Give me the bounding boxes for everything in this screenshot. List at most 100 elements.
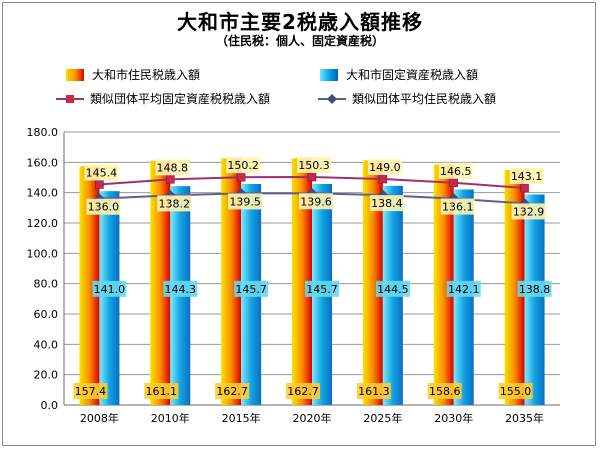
data-label-similar-fixed: 146.5 [440,165,472,178]
x-tick-label: 2035年 [505,411,544,425]
data-label-similar-resident-bg [228,193,263,210]
data-label-resident-tax: 161.1 [146,385,178,398]
data-label-fixed-asset-tax: 144.5 [377,283,409,296]
data-label-similar-resident: 136.1 [442,201,474,214]
data-label-resident-tax-bg [144,383,179,399]
data-label-similar-fixed-bg [367,159,402,176]
similar-fixed-point [236,172,246,182]
data-label-fixed-asset-tax: 145.7 [235,283,267,296]
legend-similar-fixed-line-label: 類似団体平均固定資産税税歳入額 [90,92,271,106]
y-tick-label: 40.0 [34,338,59,351]
y-tick-label: 120.0 [27,217,59,230]
legend-similar-fixed-line-swatch [56,94,84,103]
legend-fixed-bar: 大和市固定資産税歳入額 [320,66,478,83]
data-label-similar-fixed-bg [155,159,190,176]
similar-fixed-point [95,180,104,189]
data-label-fixed-asset-tax-bg [446,280,481,297]
data-label-similar-fixed-bg [84,164,119,181]
bar-fixed-asset-tax [99,191,120,405]
data-label-similar-fixed: 150.3 [298,159,330,172]
data-label-similar-resident-bg [299,193,333,210]
legend-resident-bar-label: 大和市住民税歳入額 [92,68,201,82]
y-tick-label: 160.0 [27,156,59,169]
data-label-similar-resident-bg [157,195,192,212]
data-label-similar-resident: 138.4 [371,197,403,210]
data-label-fixed-asset-tax-bg [163,280,198,297]
data-label-fixed-asset-tax-bg [234,280,269,297]
data-label-resident-tax: 162.7 [287,385,319,398]
y-tick-label: 0.0 [41,399,59,412]
x-tick-label: 2025年 [363,411,402,425]
legend-similar-resident-line: 類似団体平均住民税歳入額 [318,90,496,107]
chart-title: 大和市主要2税歳入額推移 [177,10,423,34]
bar-resident-tax [504,169,525,405]
bar-resident-tax [292,158,312,405]
data-label-fixed-asset-tax: 144.3 [165,283,197,296]
y-tick-label: 100.0 [27,247,59,260]
data-label-similar-resident: 138.2 [159,197,191,210]
data-label-similar-fixed: 145.4 [86,166,118,179]
data-label-resident-tax: 155.0 [500,385,532,398]
data-label-similar-resident: 139.5 [229,195,261,208]
bar-resident-tax [433,164,454,405]
data-label-similar-resident-bg [511,203,546,220]
legend-resident-bar: 大和市住民税歳入額 [66,66,200,83]
data-label-resident-tax-bg [498,383,533,399]
bar-resident-tax [150,160,171,405]
data-label-similar-resident: 139.6 [300,195,332,208]
y-tick-label: 140.0 [27,187,59,200]
data-label-similar-resident: 132.9 [513,205,545,218]
data-label-resident-tax-bg [73,383,108,399]
data-label-fixed-asset-tax: 145.7 [306,283,338,296]
data-label-similar-fixed: 150.2 [227,159,259,172]
data-label-resident-tax-bg [356,383,391,399]
data-label-similar-resident-bg [86,198,121,215]
data-label-fixed-asset-tax-bg [375,280,410,297]
bar-fixed-asset-tax [453,189,474,405]
data-label-fixed-asset-tax-bg [517,280,552,297]
x-tick-label: 2008年 [80,411,119,425]
data-label-similar-resident-bg [369,195,404,212]
data-label-resident-tax-bg [215,383,250,399]
x-tick-label: 2015年 [222,411,261,425]
y-tick-label: 20.0 [34,369,59,382]
legend-fixed-bar-label: 大和市固定資産税歳入額 [346,68,479,82]
data-label-similar-fixed: 148.8 [157,161,189,174]
data-label-fixed-asset-tax-bg [305,280,339,297]
data-label-similar-resident-bg [440,198,475,215]
data-label-fixed-asset-tax: 142.1 [448,283,480,296]
bar-fixed-asset-tax [524,194,545,405]
data-label-resident-tax: 158.6 [429,385,461,398]
legend-similar-resident-line-label: 類似団体平均住民税歳入額 [352,92,497,106]
similar-fixed-point [307,172,317,182]
data-label-similar-fixed: 143.1 [511,170,543,183]
y-tick-label: 60.0 [34,308,59,321]
similar-fixed-point [378,174,388,184]
legend-similar-fixed-line: 類似団体平均固定資産税税歳入額 [56,90,270,107]
legend-similar-resident-line-swatch [318,93,346,104]
data-label-similar-fixed-bg [438,162,473,179]
similar-fixed-point [166,175,175,184]
bar-resident-tax [362,160,383,405]
legend-fixed-bar-swatch [320,68,338,81]
data-label-similar-fixed-bg [297,157,331,174]
similar-fixed-point [449,178,458,188]
data-label-similar-fixed-bg [509,167,544,184]
data-label-resident-tax: 162.7 [216,385,248,398]
data-label-resident-tax-bg [286,383,320,399]
data-label-similar-fixed-bg [226,157,261,174]
data-label-resident-tax: 157.4 [75,385,107,398]
data-label-resident-tax-bg [427,383,462,399]
data-label-fixed-asset-tax-bg [92,280,127,297]
chart-subtitle: （住民税：個人、固定資産税） [215,34,384,48]
x-tick-label: 2010年 [151,411,190,425]
data-label-similar-resident: 136.0 [88,201,120,214]
data-label-similar-fixed: 149.0 [369,161,401,174]
bar-resident-tax [221,158,242,405]
x-tick-label: 2030年 [434,411,473,425]
data-label-fixed-asset-tax: 138.8 [519,283,551,296]
y-tick-label: 80.0 [34,278,59,291]
x-tick-label: 2020年 [293,411,332,425]
data-label-resident-tax: 161.3 [358,385,390,398]
